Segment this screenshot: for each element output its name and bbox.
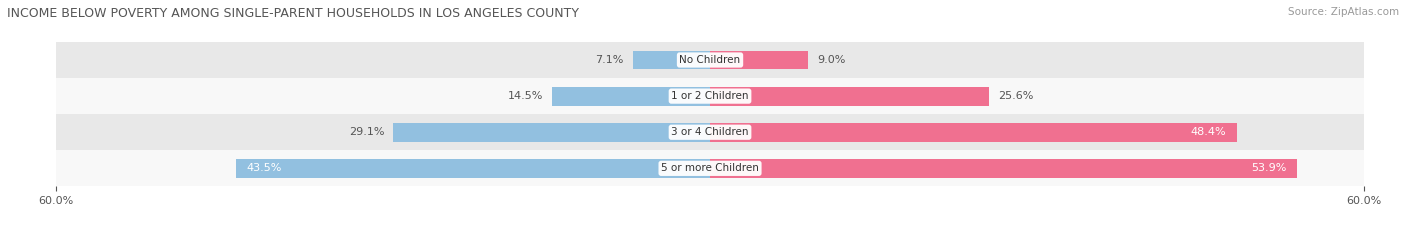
Bar <box>553 87 710 106</box>
Bar <box>56 150 1364 186</box>
Text: 53.9%: 53.9% <box>1251 163 1286 173</box>
Bar <box>710 159 1298 178</box>
Text: Source: ZipAtlas.com: Source: ZipAtlas.com <box>1288 7 1399 17</box>
Text: 14.5%: 14.5% <box>508 91 543 101</box>
Text: 29.1%: 29.1% <box>349 127 384 137</box>
Bar <box>710 87 988 106</box>
Bar <box>710 123 1237 142</box>
Text: 3 or 4 Children: 3 or 4 Children <box>671 127 749 137</box>
Bar <box>392 123 710 142</box>
Text: 5 or more Children: 5 or more Children <box>661 163 759 173</box>
Bar <box>56 42 1364 78</box>
Text: 1 or 2 Children: 1 or 2 Children <box>671 91 749 101</box>
Text: 7.1%: 7.1% <box>596 55 624 65</box>
Bar <box>710 51 808 69</box>
Bar <box>56 114 1364 150</box>
Text: 48.4%: 48.4% <box>1191 127 1226 137</box>
Text: No Children: No Children <box>679 55 741 65</box>
Text: 25.6%: 25.6% <box>998 91 1033 101</box>
Text: INCOME BELOW POVERTY AMONG SINGLE-PARENT HOUSEHOLDS IN LOS ANGELES COUNTY: INCOME BELOW POVERTY AMONG SINGLE-PARENT… <box>7 7 579 20</box>
Text: 9.0%: 9.0% <box>817 55 845 65</box>
Bar <box>633 51 710 69</box>
Bar <box>236 159 710 178</box>
Text: 43.5%: 43.5% <box>247 163 283 173</box>
Bar <box>56 78 1364 114</box>
